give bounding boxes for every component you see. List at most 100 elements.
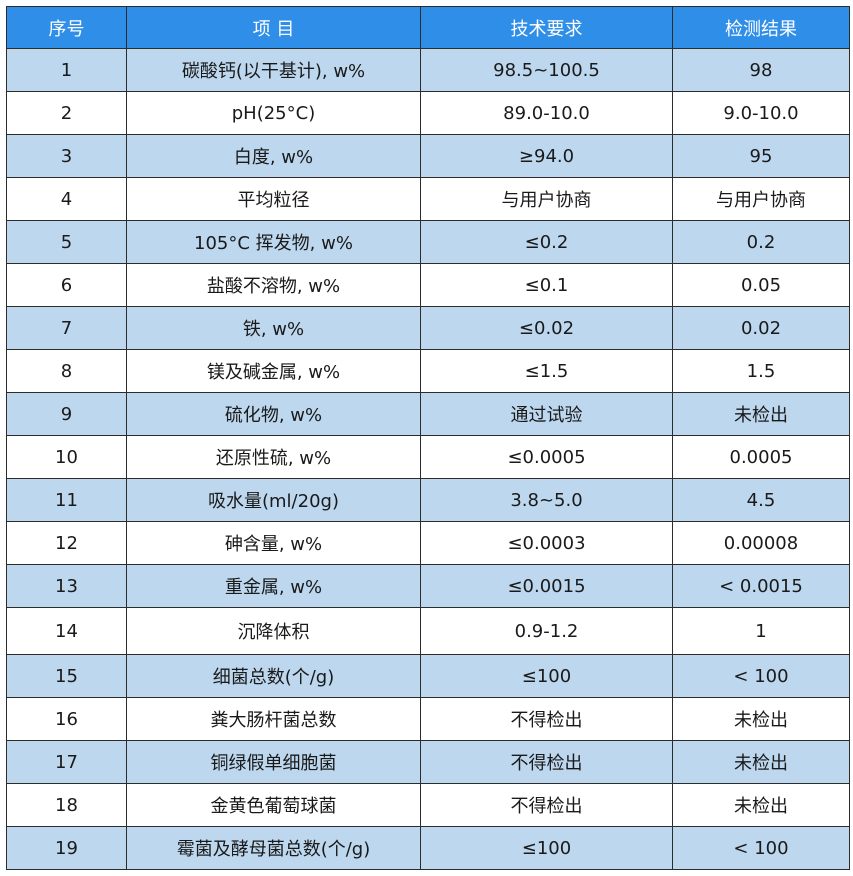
cell-index: 16 — [6, 697, 127, 741]
cell-item: 粪大肠杆菌总数 — [126, 697, 421, 741]
cell-index: 2 — [6, 91, 127, 135]
header-item: 项 目 — [126, 6, 421, 49]
header-row: 序号 项 目 技术要求 检测结果 — [6, 6, 850, 49]
cell-index: 13 — [6, 564, 127, 608]
cell-result: 1.5 — [672, 349, 850, 393]
table-row: 18 金黄色葡萄球菌 不得检出 未检出 — [6, 783, 850, 827]
cell-requirement: ≤0.02 — [420, 306, 673, 350]
cell-requirement: ≤0.0005 — [420, 435, 673, 479]
cell-requirement: ≤0.1 — [420, 263, 673, 307]
table-row: 1 碳酸钙(以干基计), w% 98.5~100.5 98 — [6, 48, 850, 92]
cell-item: 重金属, w% — [126, 564, 421, 608]
cell-index: 7 — [6, 306, 127, 350]
cell-result: < 0.0015 — [672, 564, 850, 608]
cell-result: 0.05 — [672, 263, 850, 307]
cell-result: 4.5 — [672, 478, 850, 522]
cell-index: 12 — [6, 521, 127, 565]
cell-result: 95 — [672, 134, 850, 178]
cell-index: 8 — [6, 349, 127, 393]
cell-index: 4 — [6, 177, 127, 221]
cell-index: 6 — [6, 263, 127, 307]
cell-item: 硫化物, w% — [126, 392, 421, 436]
cell-result: 与用户协商 — [672, 177, 850, 221]
table-row: 14 沉降体积 0.9-1.2 1 — [6, 607, 850, 655]
table-row: 3 白度, w% ≥94.0 95 — [6, 134, 850, 178]
table-row: 13 重金属, w% ≤0.0015 < 0.0015 — [6, 564, 850, 608]
table-row: 19 霉菌及酵母菌总数(个/g) ≤100 < 100 — [6, 826, 850, 870]
cell-requirement: 不得检出 — [420, 697, 673, 741]
cell-index: 18 — [6, 783, 127, 827]
table-row: 9 硫化物, w% 通过试验 未检出 — [6, 392, 850, 436]
cell-result: 未检出 — [672, 697, 850, 741]
table-body: 1 碳酸钙(以干基计), w% 98.5~100.5 98 2 pH(25°C) 89.0… — [6, 48, 850, 870]
table-row: 11 吸水量(ml/20g) 3.8~5.0 4.5 — [6, 478, 850, 522]
cell-index: 14 — [6, 607, 127, 655]
cell-item: 镁及碱金属, w% — [126, 349, 421, 393]
cell-index: 10 — [6, 435, 127, 479]
cell-result: 1 — [672, 607, 850, 655]
table-row: 8 镁及碱金属, w% ≤1.5 1.5 — [6, 349, 850, 393]
cell-index: 15 — [6, 654, 127, 698]
cell-result: 0.2 — [672, 220, 850, 264]
spec-table: 序号 项 目 技术要求 检测结果 1 碳酸钙(以干基计), w% 98.5~100.… — [6, 6, 850, 870]
table-row: 10 还原性硫, w% ≤0.0005 0.0005 — [6, 435, 850, 479]
cell-item: 吸水量(ml/20g) — [126, 478, 421, 522]
cell-item: pH(25°C) — [126, 91, 421, 135]
table-row: 7 铁, w% ≤0.02 0.02 — [6, 306, 850, 350]
cell-index: 1 — [6, 48, 127, 92]
table-row: 6 盐酸不溶物, w% ≤0.1 0.05 — [6, 263, 850, 307]
cell-result: < 100 — [672, 654, 850, 698]
cell-requirement: 不得检出 — [420, 783, 673, 827]
table-row: 15 细菌总数(个/g) ≤100 < 100 — [6, 654, 850, 698]
cell-item: 沉降体积 — [126, 607, 421, 655]
cell-result: 未检出 — [672, 740, 850, 784]
cell-result: 0.0005 — [672, 435, 850, 479]
cell-item: 白度, w% — [126, 134, 421, 178]
cell-item: 金黄色葡萄球菌 — [126, 783, 421, 827]
cell-requirement: 89.0-10.0 — [420, 91, 673, 135]
cell-requirement: 通过试验 — [420, 392, 673, 436]
cell-requirement: ≤0.2 — [420, 220, 673, 264]
cell-index: 3 — [6, 134, 127, 178]
cell-index: 5 — [6, 220, 127, 264]
cell-item: 盐酸不溶物, w% — [126, 263, 421, 307]
cell-requirement: 98.5~100.5 — [420, 48, 673, 92]
header-result: 检测结果 — [672, 6, 850, 49]
table-row: 16 粪大肠杆菌总数 不得检出 未检出 — [6, 697, 850, 741]
cell-requirement: 不得检出 — [420, 740, 673, 784]
cell-requirement: ≥94.0 — [420, 134, 673, 178]
cell-requirement: ≤100 — [420, 826, 673, 870]
cell-item: 还原性硫, w% — [126, 435, 421, 479]
cell-result: 9.0-10.0 — [672, 91, 850, 135]
table-header: 序号 项 目 技术要求 检测结果 — [6, 6, 850, 49]
cell-requirement: ≤1.5 — [420, 349, 673, 393]
cell-item: 霉菌及酵母菌总数(个/g) — [126, 826, 421, 870]
table-row: 4 平均粒径 与用户协商 与用户协商 — [6, 177, 850, 221]
cell-requirement: 与用户协商 — [420, 177, 673, 221]
table-row: 5 105°C 挥发物, w% ≤0.2 0.2 — [6, 220, 850, 264]
cell-requirement: ≤0.0003 — [420, 521, 673, 565]
cell-item: 铜绿假单细胞菌 — [126, 740, 421, 784]
cell-item: 105°C 挥发物, w% — [126, 220, 421, 264]
cell-result: 0.00008 — [672, 521, 850, 565]
table-row: 12 砷含量, w% ≤0.0003 0.00008 — [6, 521, 850, 565]
cell-requirement: 0.9-1.2 — [420, 607, 673, 655]
cell-requirement: ≤0.0015 — [420, 564, 673, 608]
header-index: 序号 — [6, 6, 127, 49]
cell-result: < 100 — [672, 826, 850, 870]
cell-item: 平均粒径 — [126, 177, 421, 221]
cell-result: 未检出 — [672, 392, 850, 436]
cell-index: 19 — [6, 826, 127, 870]
cell-index: 9 — [6, 392, 127, 436]
cell-item: 铁, w% — [126, 306, 421, 350]
cell-result: 98 — [672, 48, 850, 92]
cell-index: 11 — [6, 478, 127, 522]
cell-item: 细菌总数(个/g) — [126, 654, 421, 698]
cell-result: 0.02 — [672, 306, 850, 350]
table-row: 2 pH(25°C) 89.0-10.0 9.0-10.0 — [6, 91, 850, 135]
table-row: 17 铜绿假单细胞菌 不得检出 未检出 — [6, 740, 850, 784]
cell-requirement: 3.8~5.0 — [420, 478, 673, 522]
header-requirement: 技术要求 — [420, 6, 673, 49]
cell-result: 未检出 — [672, 783, 850, 827]
cell-index: 17 — [6, 740, 127, 784]
